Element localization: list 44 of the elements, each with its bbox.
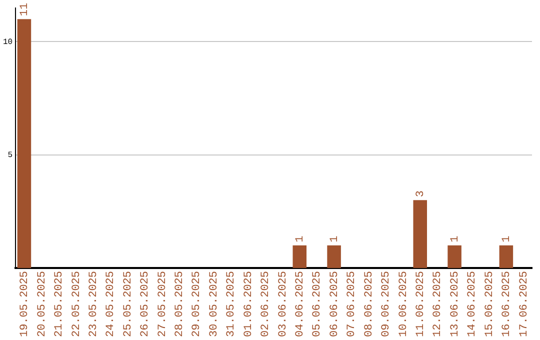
x-tick-label: 03.06.2025 xyxy=(277,270,290,338)
bar xyxy=(413,200,427,268)
x-tick-label: 19.05.2025 xyxy=(19,270,32,338)
bar xyxy=(448,245,462,268)
x-tick-label: 24.05.2025 xyxy=(105,270,118,338)
x-tick-label: 06.06.2025 xyxy=(328,270,341,338)
y-tick-label: 10 xyxy=(2,38,13,47)
data-label: 1 xyxy=(449,235,462,242)
data-label: 3 xyxy=(415,190,428,198)
x-tick-label: 01.06.2025 xyxy=(242,270,255,338)
x-tick-label: 22.05.2025 xyxy=(70,270,83,338)
data-label: 1 xyxy=(294,235,307,242)
x-tick-label: 15.06.2025 xyxy=(484,270,496,338)
x-tick-label: 10.06.2025 xyxy=(398,270,410,338)
x-tick-label: 08.06.2025 xyxy=(363,270,376,338)
bar xyxy=(292,245,307,268)
x-tick-label: 26.05.2025 xyxy=(140,270,152,338)
bar xyxy=(327,245,341,268)
x-tick-label: 14.06.2025 xyxy=(466,270,479,338)
x-tick-label: 16.06.2025 xyxy=(501,270,514,338)
x-tick-label: 31.05.2025 xyxy=(226,270,238,338)
x-tick-label: 12.06.2025 xyxy=(432,270,444,338)
y-tick-label: 5 xyxy=(8,150,13,160)
x-tick-label: 23.05.2025 xyxy=(88,270,100,338)
x-tick-label: 17.06.2025 xyxy=(518,270,530,338)
x-tick-label: 09.06.2025 xyxy=(380,270,393,338)
x-tick-label: 25.05.2025 xyxy=(122,270,134,338)
x-tick-label: 07.06.2025 xyxy=(346,270,358,338)
x-tick-label: 30.05.2025 xyxy=(208,270,220,338)
x-tick-label: 13.06.2025 xyxy=(449,270,462,338)
x-tick-label: 29.05.2025 xyxy=(191,270,204,338)
x-tick-label: 05.06.2025 xyxy=(312,270,324,338)
x-tick-label: 27.05.2025 xyxy=(156,270,169,338)
bar xyxy=(499,245,514,268)
data-label: 11 xyxy=(19,2,32,16)
x-tick-label: 04.06.2025 xyxy=(294,270,307,338)
x-tick-label: 21.05.2025 xyxy=(54,270,66,338)
x-tick-label: 28.05.2025 xyxy=(174,270,186,338)
x-tick-label: 11.06.2025 xyxy=(415,270,428,338)
x-tick-label: 02.06.2025 xyxy=(260,270,272,338)
x-tick-label: 20.05.2025 xyxy=(36,270,48,338)
data-label: 1 xyxy=(328,235,341,242)
data-label: 1 xyxy=(501,235,514,242)
bar xyxy=(17,19,32,268)
